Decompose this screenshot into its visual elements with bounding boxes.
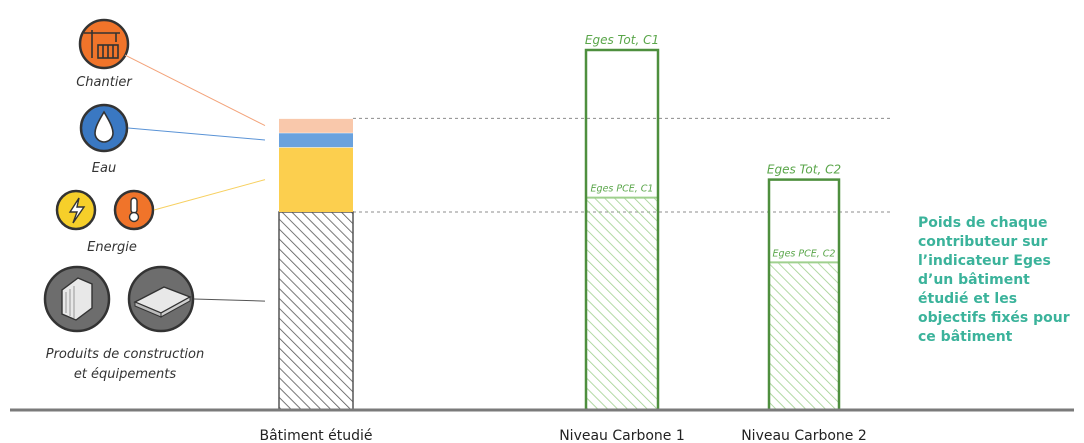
thermometer-icon xyxy=(113,189,155,231)
pce-hatch-1 xyxy=(586,197,658,410)
lightning-icon xyxy=(55,189,97,231)
bar-segment-2 xyxy=(279,147,353,212)
connector-energie xyxy=(153,179,266,211)
connector-eau xyxy=(127,127,266,141)
bar-segment-1 xyxy=(278,211,354,411)
tot-label-2: Eges Tot, C2 xyxy=(767,163,841,177)
crane-building-icon xyxy=(78,18,130,70)
chantier-label: Chantier xyxy=(76,75,133,90)
eau-label: Eau xyxy=(92,161,116,176)
pce-label-1: Eges PCE, C1 xyxy=(591,184,654,195)
bar-segment-3 xyxy=(279,132,353,148)
produits-label-line2: et équipements xyxy=(74,367,177,382)
water-drop-icon xyxy=(79,103,129,153)
category-labels: Bâtiment étudié Niveau Carbone 1 Niveau Ca… xyxy=(260,428,867,443)
pce-hatch-2 xyxy=(769,262,839,410)
tot-label-1: Eges Tot, C1 xyxy=(585,33,659,47)
energie-label: Energie xyxy=(87,240,137,255)
bar-segment-4 xyxy=(279,118,353,133)
produits-group: Produits de construction et équipements xyxy=(43,265,204,382)
energie-group: Energie xyxy=(55,189,155,255)
bars: Eges Tot, C1 Eges PCE, C1 Eges Tot, C2 Eges… xyxy=(278,33,841,412)
pce-label-2: Eges PCE, C2 xyxy=(773,248,836,259)
side-note: Poids de chaque contributeur sur l’indic… xyxy=(918,215,1070,345)
connector-lines xyxy=(124,54,266,302)
produits-label-line1: Produits de construction xyxy=(46,347,204,362)
floor-panel-icon xyxy=(127,265,195,333)
category-label-1: Bâtiment étudié xyxy=(260,428,373,443)
category-label-2: Niveau Carbone 1 xyxy=(559,428,685,443)
category-label-3: Niveau Carbone 2 xyxy=(741,428,867,443)
eau-group: Eau xyxy=(79,103,129,176)
chantier-group: Chantier xyxy=(76,18,133,90)
insulation-panel-icon xyxy=(43,265,111,333)
connector-produits xyxy=(193,298,266,302)
connector-chantier xyxy=(124,54,266,127)
